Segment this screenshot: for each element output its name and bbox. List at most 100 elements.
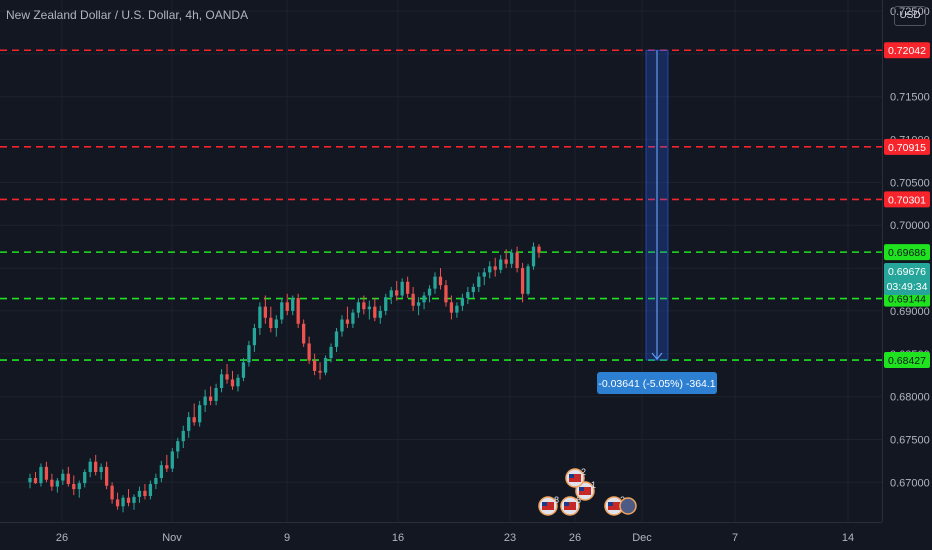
last-price-box: [884, 262, 930, 295]
candle-body: [296, 298, 300, 324]
candle-body: [77, 483, 81, 490]
flag-stripes: [579, 487, 591, 495]
event-flag-icon[interactable]: 8: [538, 495, 559, 516]
candle-body: [154, 478, 158, 485]
candle-body: [509, 252, 514, 264]
candle-body: [94, 461, 98, 473]
candle-body: [312, 360, 317, 371]
price-tick-label: 0.70500: [890, 177, 930, 189]
moon-icon[interactable]: [619, 497, 637, 515]
candle-body: [504, 259, 508, 264]
candle-body: [263, 306, 267, 318]
price-tick-label: 0.72500: [890, 6, 930, 18]
candle-body: [356, 302, 361, 313]
candle-body: [176, 441, 180, 452]
candle-body: [208, 396, 213, 401]
candle-body: [33, 478, 38, 484]
candle-body: [427, 288, 432, 296]
time-axis[interactable]: 26 Nov 9 16 23 26 Dec 7 14: [0, 522, 932, 550]
support-price-label: 0.68427: [888, 355, 926, 367]
candle-body: [252, 328, 257, 346]
candle-body: [39, 466, 43, 484]
event-flag-icon[interactable]: 2: [565, 467, 586, 488]
support-price-label-box: [884, 244, 930, 261]
price-projection[interactable]: -0.03641 (-5.05%) -364.1: [597, 49, 717, 395]
support-price-label: 0.69144: [888, 294, 926, 306]
candle-body: [444, 285, 448, 303]
candle-body: [351, 312, 355, 324]
chart-grid: [0, 0, 882, 522]
candle-body: [104, 466, 109, 486]
candle-body: [285, 302, 289, 311]
candle-body: [66, 473, 70, 485]
candle-body: [110, 485, 114, 500]
candle-body: [340, 319, 344, 332]
resistance-price-label: 0.70301: [888, 194, 926, 206]
candle-body: [55, 480, 60, 487]
event-flag-icon[interactable]: 1: [575, 480, 596, 501]
flag-canton: [542, 502, 547, 506]
candles: [28, 242, 541, 513]
resistance-price-label-box: [884, 138, 930, 155]
candle-body: [526, 266, 530, 294]
candle-body: [187, 417, 191, 431]
price-axis[interactable]: 0.670000.675000.680000.685000.690000.695…: [882, 0, 932, 550]
candle-body: [126, 497, 131, 503]
candle-body: [373, 306, 377, 318]
candle-body: [192, 417, 196, 423]
candle-body: [384, 297, 388, 311]
resistance-price-label-box: [884, 191, 930, 208]
candle-body: [411, 293, 415, 306]
time-tick-label: 26: [56, 532, 68, 544]
currency-button[interactable]: USD: [894, 6, 926, 26]
candle-body: [247, 345, 251, 363]
symbol-title: New Zealand Dollar / U.S. Dollar, 4h, OA…: [6, 8, 249, 22]
bar-countdown-label: 03:49:34: [887, 281, 928, 293]
candle-body: [477, 276, 481, 287]
candle-body: [345, 319, 350, 324]
candle-body: [378, 310, 382, 318]
time-tick-label: 9: [284, 532, 290, 544]
candle-body: [159, 465, 163, 479]
candle-body: [499, 259, 503, 270]
support-price-label-box: [884, 352, 930, 369]
candle-body: [148, 484, 153, 497]
price-tick-label: 0.67500: [890, 434, 930, 446]
candle-body: [170, 451, 174, 469]
candle-body: [438, 276, 443, 286]
candle-body: [137, 490, 142, 497]
candle-body: [329, 346, 333, 359]
resistance-price-label: 0.72042: [888, 45, 926, 57]
flag-canton: [579, 487, 584, 491]
candle-body: [400, 281, 404, 296]
price-tick-label: 0.69000: [890, 306, 930, 318]
price-levels: [0, 49, 882, 361]
candle-body: [143, 490, 147, 497]
price-tick-label: 0.68000: [890, 392, 930, 404]
time-tick-label: Nov: [162, 532, 182, 544]
candle-body: [471, 286, 475, 293]
candle-body: [28, 478, 32, 483]
candle-body: [230, 379, 235, 387]
candle-body: [291, 298, 295, 311]
support-price-label: 0.69686: [888, 247, 926, 259]
candle-body: [460, 298, 465, 306]
candle-body: [225, 374, 229, 380]
price-tick-label: 0.71500: [890, 92, 930, 104]
event-flag-icon[interactable]: 6: [560, 495, 581, 516]
candle-body: [132, 496, 136, 503]
time-axis-background: [0, 522, 932, 550]
candle-body: [302, 323, 306, 344]
flag-canton: [564, 502, 569, 506]
candle-body: [50, 479, 54, 487]
candle-body: [258, 306, 262, 329]
candle-body: [389, 290, 393, 298]
time-tick-label: 16: [392, 532, 404, 544]
price-tick-label: 0.67000: [890, 477, 930, 489]
flag-canton: [608, 502, 613, 506]
event-count: 6: [576, 495, 581, 505]
flag-stripes: [542, 502, 554, 510]
candle-body: [367, 306, 371, 310]
